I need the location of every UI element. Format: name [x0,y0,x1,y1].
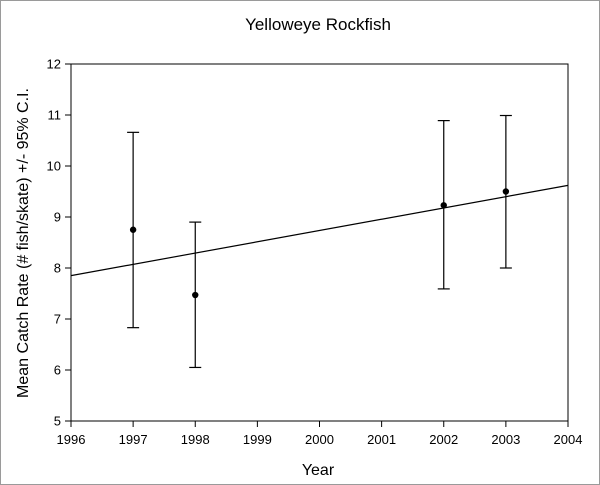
data-point [502,188,510,195]
data-point [192,291,199,299]
x-tick-label: 2002 [429,432,458,447]
data-point [129,226,137,233]
x-tick-label: 2001 [367,432,396,447]
y-tick-label: 12 [47,57,61,72]
data-point [440,202,447,209]
y-tick-label: 10 [47,159,61,174]
x-axis-ticks: 1996 1997 1998 1999 2000 2001 2002 2003 2004 [57,421,583,447]
y-tick-label: 9 [54,210,61,225]
y-axis-label: Mean Catch Rate (# fish/skate) +/- 95% C… [15,88,32,398]
x-tick-label: 1999 [243,432,272,447]
x-tick-label: 2003 [491,432,520,447]
y-tick-label: 5 [54,414,61,429]
y-tick-label: 7 [54,312,61,327]
chart-title: Yelloweye Rockfish [245,15,391,34]
error-bars-group [127,114,512,369]
y-axis-ticks: 5 6 7 8 9 10 11 12 [47,57,71,429]
plot-area-border [70,63,569,422]
y-tick-label: 6 [54,363,61,378]
trendline-group [70,184,569,277]
x-tick-label: 2004 [554,432,583,447]
trendline [70,184,569,277]
y-tick-label: 11 [48,108,62,123]
x-tick-label: 2000 [305,432,334,447]
y-tick-label: 8 [54,261,61,276]
x-tick-label: 1997 [119,432,148,447]
x-tick-label: 1996 [57,432,86,447]
data-points-group [129,188,510,299]
x-axis-label: Year [302,462,335,479]
x-tick-label: 1998 [181,432,210,447]
